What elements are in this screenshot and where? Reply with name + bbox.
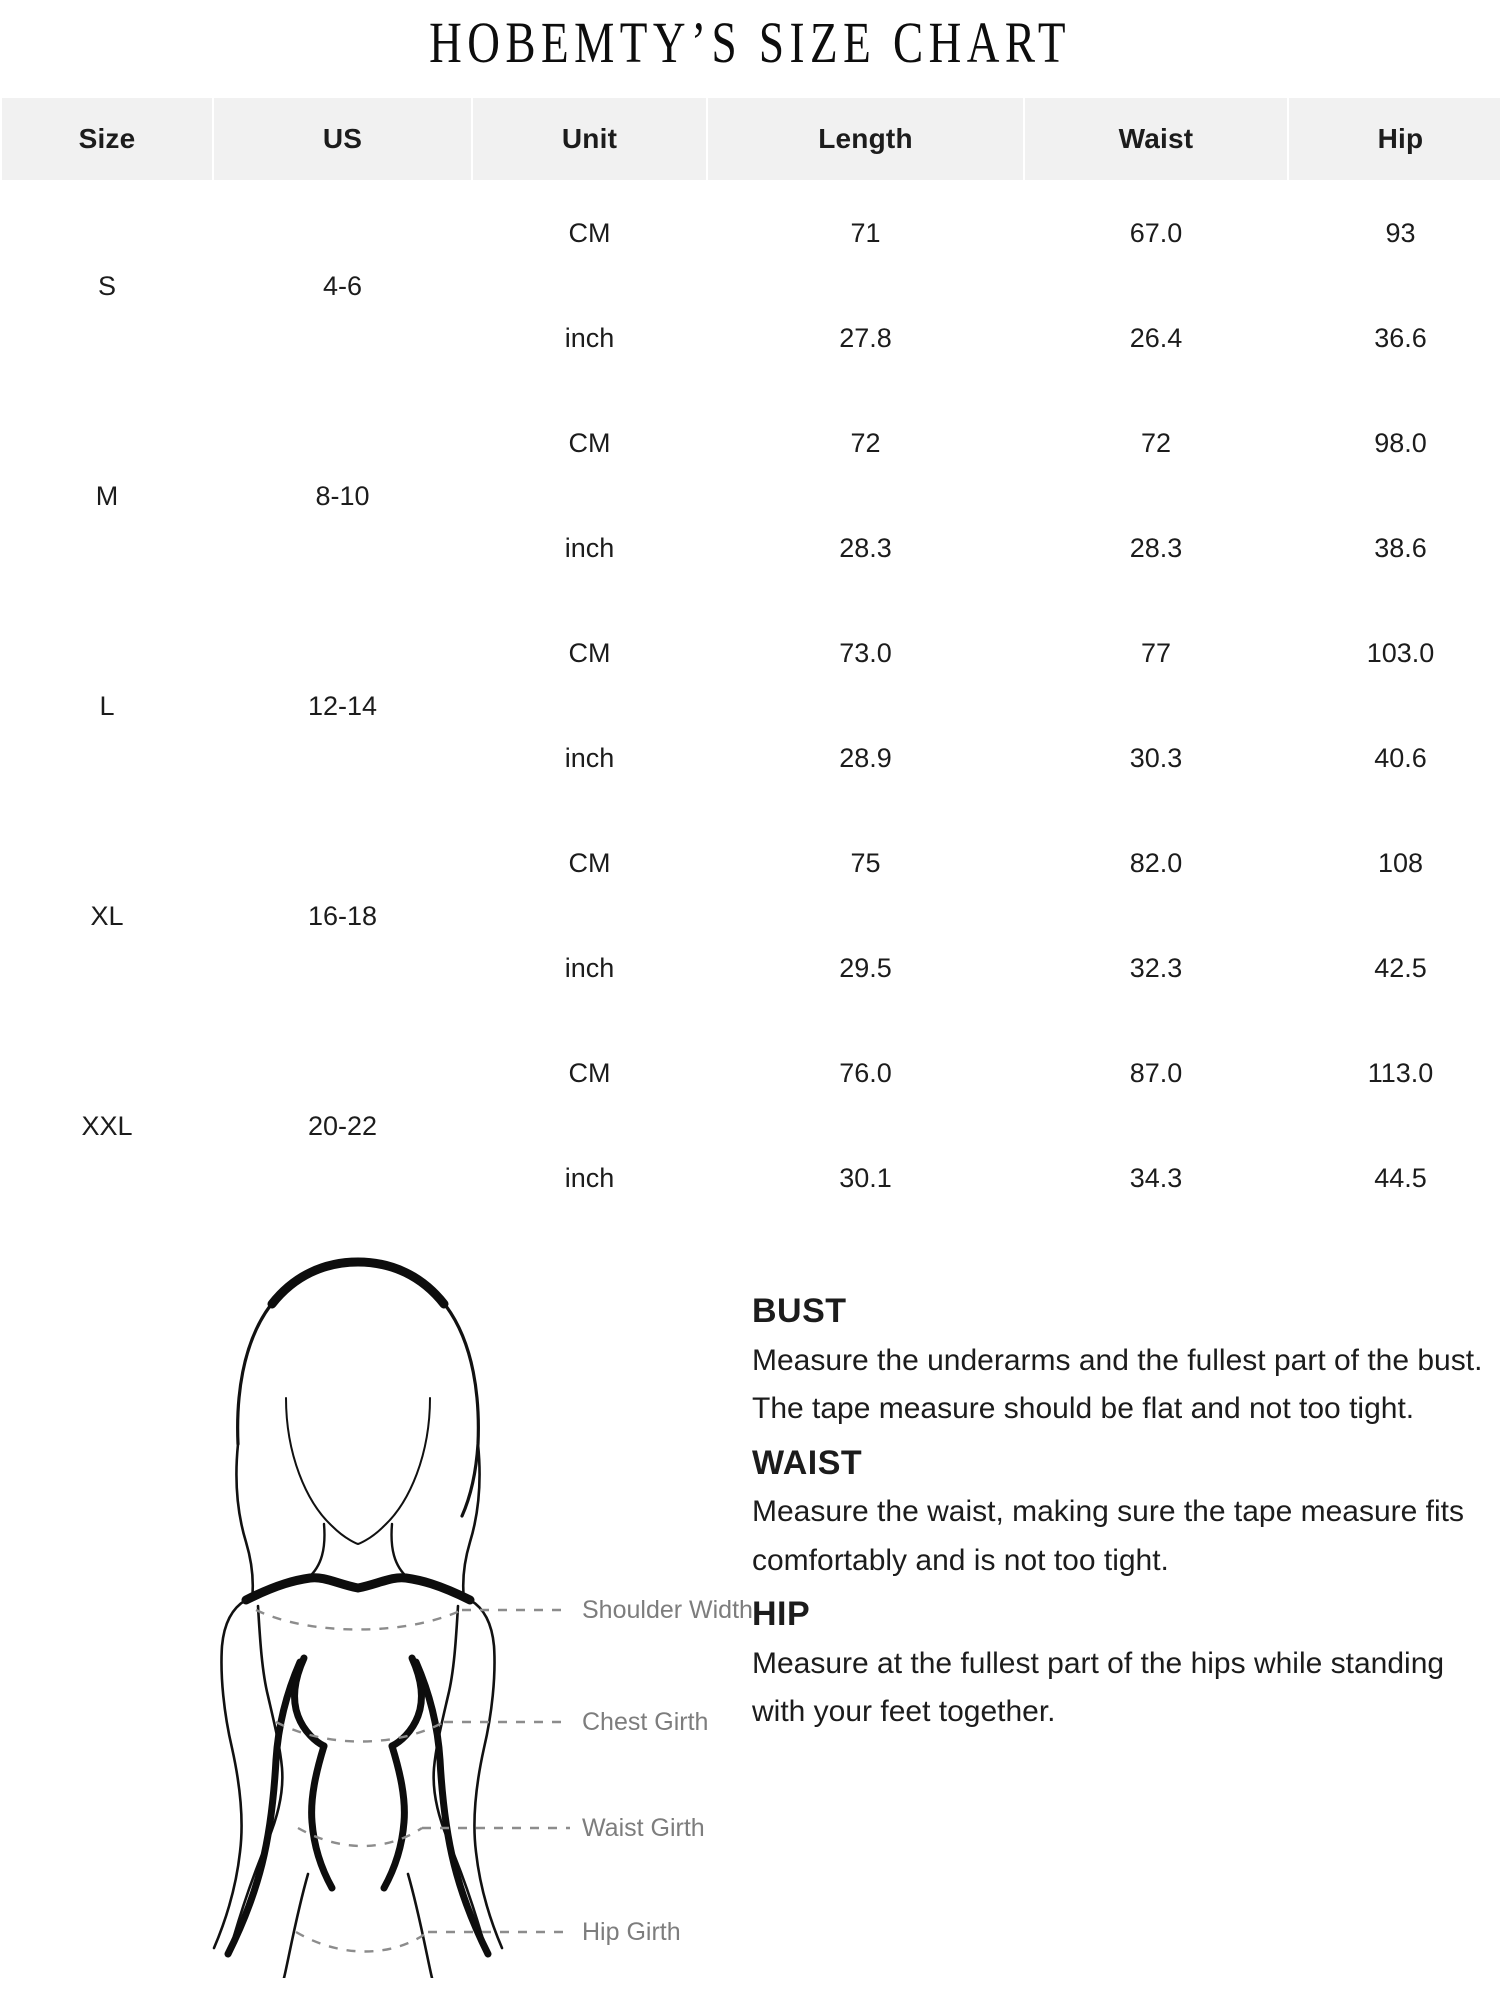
measurement-lines	[255, 1608, 463, 1953]
column-header-size: Size	[2, 98, 212, 180]
table-row: XXL 20-22 CM 76.0 87.0 113.0	[2, 1022, 1500, 1230]
table-row: XL 16-18 CM 75 82.0 108	[2, 812, 1500, 1020]
table-row: inch 28.3 28.3 38.6	[2, 497, 1500, 600]
cell-size: XL	[2, 812, 212, 1020]
cell-hip: 113.0	[1289, 1022, 1500, 1125]
column-header-unit: Unit	[473, 98, 706, 180]
cell-hip: 36.6	[1289, 287, 1500, 390]
cell-waist: 67.0	[1025, 182, 1287, 285]
guide-text-column: BUST Measure the underarms and the fulle…	[752, 1290, 1492, 1745]
guide-section-hip: HIP Measure at the fullest part of the h…	[752, 1593, 1492, 1737]
cell-waist: 32.3	[1025, 917, 1287, 1020]
measurement-guide-section: Shoulder Width Chest Girth Waist Girth H…	[0, 1248, 1500, 1978]
cell-hip: 38.6	[1289, 497, 1500, 600]
page-title: HOBEMTY’S SIZE CHART	[429, 10, 1071, 75]
column-header-waist: Waist	[1025, 98, 1287, 180]
cell-length: 73.0	[708, 602, 1023, 705]
guide-body-hip: Measure at the fullest part of the hips …	[752, 1646, 1445, 1729]
cell-length: 30.1	[708, 1127, 1023, 1230]
cell-length: 28.9	[708, 707, 1023, 810]
table-row: L 12-14 CM 73.0 77 103.0	[2, 602, 1500, 810]
cell-length: 75	[708, 812, 1023, 915]
cell-waist: 82.0	[1025, 812, 1287, 915]
table-row: inch 28.9 30.3 40.6	[2, 707, 1500, 810]
cell-unit: CM	[473, 1022, 706, 1125]
cell-unit: CM	[473, 812, 706, 915]
cell-hip: 103.0	[1289, 602, 1500, 705]
cell-size: M	[2, 392, 212, 600]
column-header-length: Length	[708, 98, 1023, 180]
cell-unit: CM	[473, 392, 706, 495]
size-chart-table: Size US Unit Length Waist Hip S 4-6 CM 7…	[0, 96, 1500, 1232]
guide-heading-hip: HIP	[752, 1595, 811, 1634]
cell-waist: 26.4	[1025, 287, 1287, 390]
cell-waist: 34.3	[1025, 1127, 1287, 1230]
waist-line	[297, 1826, 423, 1848]
guide-heading-waist: WAIST	[752, 1443, 863, 1482]
cell-hip: 44.5	[1289, 1127, 1500, 1230]
guide-body-bust: Measure the underarms and the fullest pa…	[752, 1343, 1483, 1426]
guide-section-waist: WAIST Measure the waist, making sure the…	[752, 1442, 1492, 1586]
cell-waist: 30.3	[1025, 707, 1287, 810]
guide-section-bust: BUST Measure the underarms and the fulle…	[752, 1290, 1492, 1434]
cell-unit: inch	[473, 497, 706, 600]
cell-waist: 72	[1025, 392, 1287, 495]
chest-line	[275, 1720, 445, 1743]
cell-us: 16-18	[214, 812, 471, 1020]
label-hip-girth: Hip Girth	[582, 1918, 681, 1946]
female-body-svg	[212, 1257, 570, 1978]
cell-unit: inch	[473, 287, 706, 390]
cell-unit: CM	[473, 602, 706, 705]
cell-unit: inch	[473, 917, 706, 1020]
cell-waist: 77	[1025, 602, 1287, 705]
cell-us: 12-14	[214, 602, 471, 810]
cell-waist: 87.0	[1025, 1022, 1287, 1125]
label-chest-girth: Chest Girth	[582, 1708, 709, 1736]
column-header-us: US	[214, 98, 471, 180]
cell-hip: 108	[1289, 812, 1500, 915]
cell-waist: 28.3	[1025, 497, 1287, 600]
leader-lines	[422, 1608, 570, 1934]
table-row: S 4-6 CM 71 67.0 93	[2, 182, 1500, 390]
cell-unit: inch	[473, 707, 706, 810]
table-row: inch 29.5 32.3 42.5	[2, 917, 1500, 1020]
column-header-hip: Hip	[1289, 98, 1500, 180]
cell-length: 72	[708, 392, 1023, 495]
cell-length: 29.5	[708, 917, 1023, 1020]
cell-size: L	[2, 602, 212, 810]
cell-size: S	[2, 182, 212, 390]
cell-length: 27.8	[708, 287, 1023, 390]
cell-length: 76.0	[708, 1022, 1023, 1125]
cell-unit: CM	[473, 182, 706, 285]
cell-unit: inch	[473, 1127, 706, 1230]
cell-length: 28.3	[708, 497, 1023, 600]
cell-us: 20-22	[214, 1022, 471, 1230]
cell-length: 71	[708, 182, 1023, 285]
table-header-row: Size US Unit Length Waist Hip	[2, 98, 1500, 180]
cell-us: 8-10	[214, 392, 471, 600]
table-row: inch 27.8 26.4 36.6	[2, 287, 1500, 390]
body-figure-illustration: Shoulder Width Chest Girth Waist Girth H…	[110, 1248, 753, 1978]
cell-hip: 93	[1289, 182, 1500, 285]
hip-line	[295, 1930, 429, 1953]
guide-heading-bust: BUST	[752, 1292, 847, 1330]
guide-body-waist: Measure the waist, making sure the tape …	[752, 1495, 1465, 1577]
cell-size: XXL	[2, 1022, 212, 1230]
shoulder-line	[255, 1608, 463, 1631]
cell-hip: 42.5	[1289, 917, 1500, 1020]
table-row: inch 30.1 34.3 44.5	[2, 1127, 1500, 1230]
label-waist-girth: Waist Girth	[582, 1814, 705, 1842]
cell-hip: 98.0	[1289, 392, 1500, 495]
cell-us: 4-6	[214, 182, 471, 390]
label-shoulder-width: Shoulder Width	[582, 1596, 753, 1624]
table-row: M 8-10 CM 72 72 98.0	[2, 392, 1500, 600]
cell-hip: 40.6	[1289, 707, 1500, 810]
size-table-container: Size US Unit Length Waist Hip S 4-6 CM 7…	[0, 96, 1500, 1232]
